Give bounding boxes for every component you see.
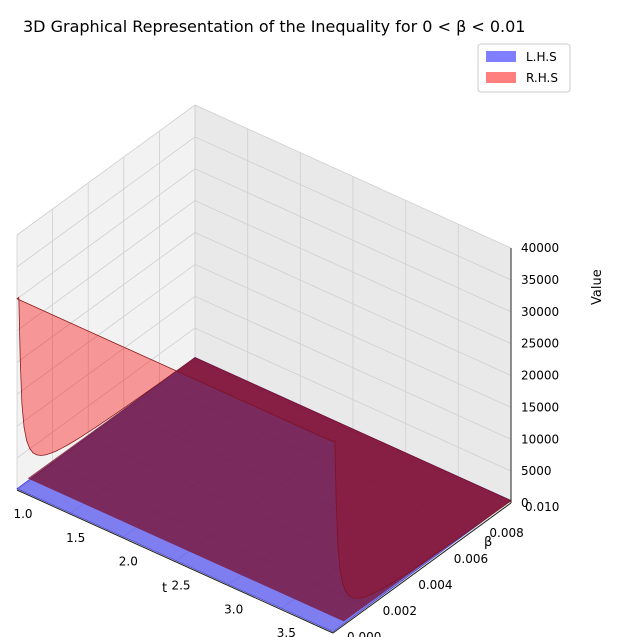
grid-line-value — [16, 232, 512, 376]
value-tick-label: 25000 — [521, 337, 559, 351]
legend-swatch-lhs — [486, 51, 516, 62]
value-tick-label: 40000 — [521, 241, 559, 255]
t-tick-label: 1.0 — [13, 507, 32, 521]
beta-tick-label: 0.000 — [347, 630, 381, 637]
grid-line-value — [16, 136, 512, 281]
value-tick-label: 20000 — [521, 369, 559, 383]
grid-line-value — [16, 295, 512, 440]
value-tick-label: 0 — [521, 496, 529, 510]
t-axis-line — [16, 489, 334, 634]
chart-title: 3D Graphical Representation of the Inequ… — [23, 17, 525, 36]
beta-tick-label: 0.004 — [418, 578, 452, 592]
grid-line-value — [16, 104, 512, 249]
t-tick-label: 2.0 — [119, 555, 138, 569]
x-axis-label: t — [162, 581, 167, 596]
legend-swatch-rhs — [486, 72, 516, 83]
t-tick-label: 1.5 — [66, 531, 85, 545]
beta-tick-label: 0.010 — [525, 500, 559, 514]
value-tick-label: 5000 — [521, 464, 552, 478]
beta-tick-label: 0.008 — [489, 526, 523, 540]
t-tick-label: 3.0 — [224, 602, 243, 616]
tick-labels: 1.01.52.02.53.03.54.00.0000.0020.0040.00… — [13, 241, 559, 637]
grid-line-value — [16, 263, 512, 408]
beta-tick-label: 0.006 — [454, 552, 488, 566]
value-tick-label: 10000 — [521, 432, 559, 446]
z-axis-label: Value — [590, 269, 605, 305]
beta-axis-line — [332, 502, 512, 634]
value-tick-label: 35000 — [521, 273, 559, 287]
t-tick-label: 3.5 — [277, 626, 296, 637]
axes-lines — [16, 248, 512, 634]
legend: L.H.S R.H.S — [477, 43, 571, 93]
rhs-floor-overlap — [27, 357, 511, 622]
grid-line-value — [16, 168, 512, 313]
legend-label-rhs: R.H.S — [526, 71, 558, 85]
grid-line-value — [16, 327, 512, 472]
value-tick-label: 15000 — [521, 400, 559, 414]
value-tick-label: 30000 — [521, 305, 559, 319]
y-axis-label: β — [484, 535, 492, 550]
grid-line-value — [16, 200, 512, 344]
surfaces — [16, 296, 512, 633]
t-tick-label: 2.5 — [171, 579, 190, 593]
beta-tick-label: 0.002 — [383, 604, 417, 618]
legend-label-lhs: L.H.S — [526, 50, 557, 64]
